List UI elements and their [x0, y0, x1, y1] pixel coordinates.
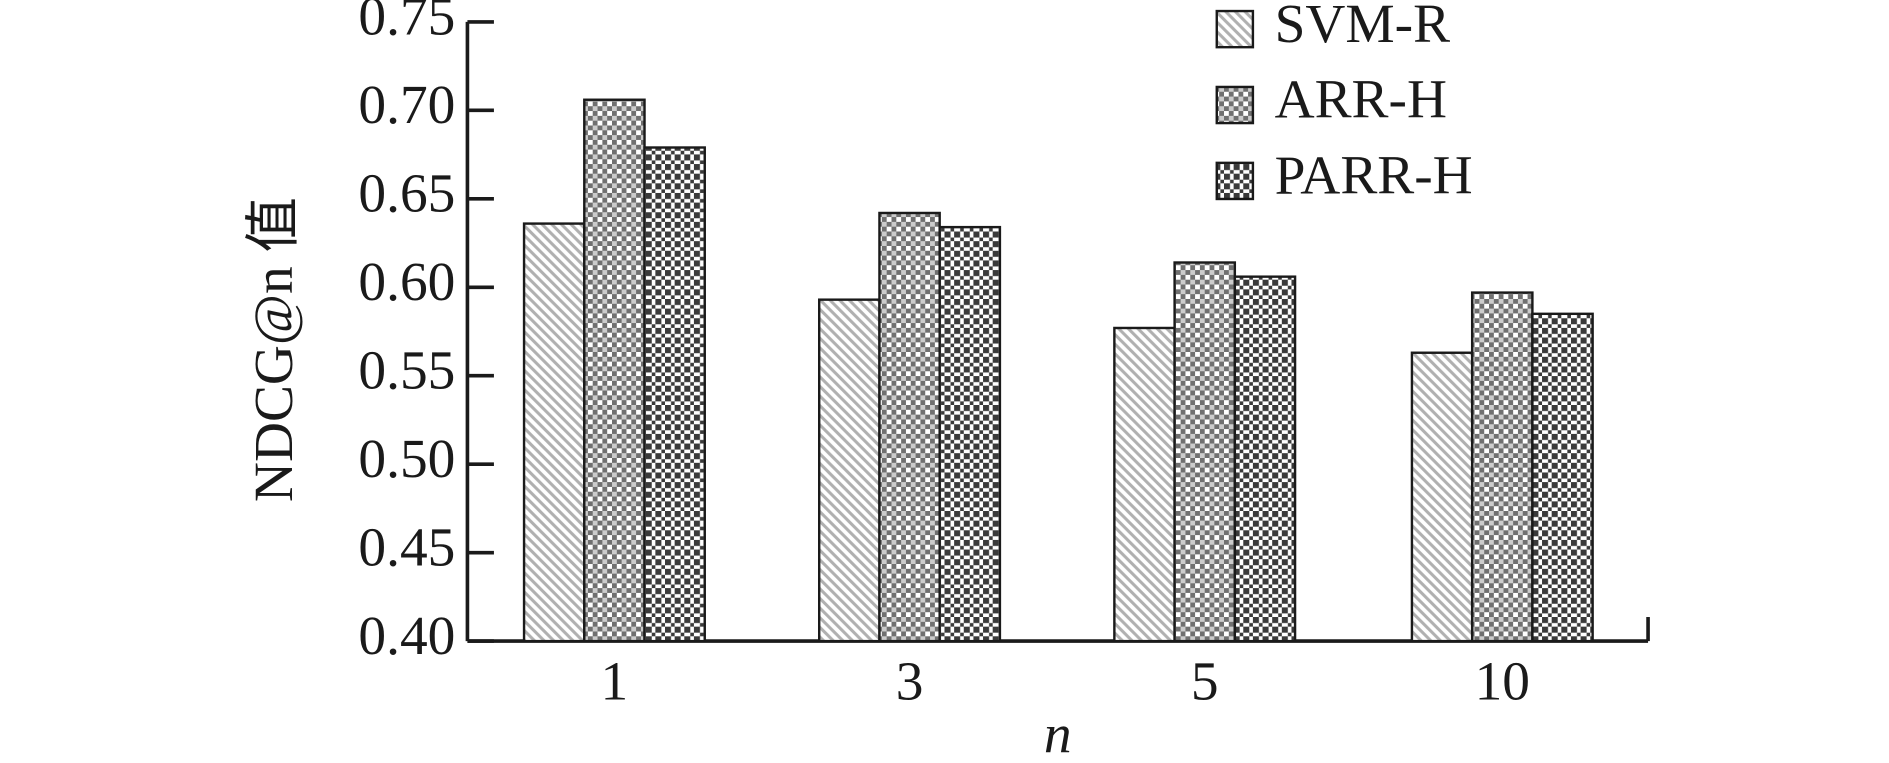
bar: [818, 298, 881, 643]
y-tick-label: 0.50: [358, 428, 455, 489]
y-tick-label: 0.55: [358, 339, 455, 400]
y-tick-label: 0.45: [358, 516, 455, 577]
bar: [1531, 312, 1594, 643]
legend-label: SVM-R: [1275, 0, 1451, 54]
bar: [1233, 275, 1297, 643]
bar: [1410, 351, 1474, 643]
bar: [522, 222, 586, 643]
y-axis-title: NDCG@n 值: [243, 197, 304, 502]
bar: [1470, 291, 1534, 643]
y-tick-label: 0.70: [358, 74, 455, 135]
x-tick-label: 5: [1191, 651, 1219, 712]
y-tick-label: 0.65: [358, 163, 455, 224]
bar: [583, 98, 646, 643]
bar: [1173, 261, 1237, 643]
legend-swatch: [1215, 161, 1255, 201]
bar: [938, 225, 1002, 643]
x-tick-label: 10: [1475, 651, 1530, 712]
legend-label: ARR-H: [1275, 69, 1447, 130]
legend-swatch: [1215, 9, 1255, 49]
y-tick-label: 0.75: [358, 0, 455, 47]
y-tick-label: 0.40: [358, 605, 455, 666]
y-tick-label: 0.60: [358, 251, 455, 312]
legend-label: PARR-H: [1275, 145, 1473, 206]
x-tick-label: 3: [896, 651, 924, 712]
bar: [878, 211, 941, 643]
bar: [643, 146, 706, 643]
x-axis-title: n: [1044, 704, 1072, 763]
bar: [1113, 326, 1176, 643]
x-tick-label: 1: [601, 651, 629, 712]
legend-swatch: [1215, 85, 1255, 125]
